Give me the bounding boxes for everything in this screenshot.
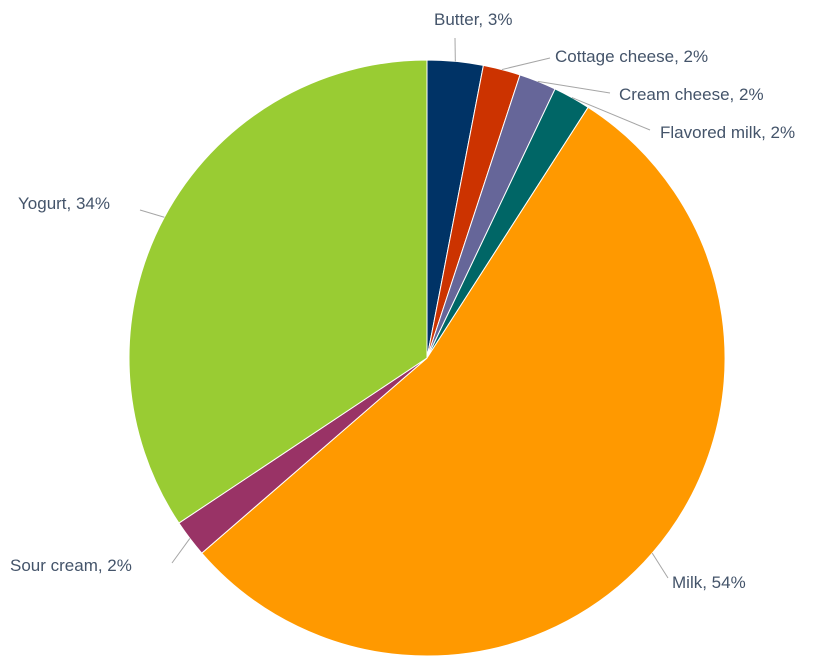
- slice-milk: [201, 106, 726, 657]
- data-labels: Butter, 3% Cottage cheese, 2% Cream cheese…: [10, 10, 795, 592]
- data-label-cream-cheese: Cream cheese, 2%: [619, 85, 764, 104]
- data-label-sour-cream: Sour cream, 2%: [10, 556, 132, 575]
- leader-line-yogurt: [139, 209, 165, 218]
- leader-line-cottage-cheese: [501, 57, 551, 71]
- leader-line-milk: [651, 552, 669, 579]
- data-label-butter: Butter, 3%: [434, 10, 512, 29]
- leader-line-flavored-milk: [571, 97, 651, 131]
- leader-line-sour-cream: [171, 538, 191, 564]
- data-label-flavored-milk: Flavored milk, 2%: [660, 123, 795, 142]
- data-label-yogurt: Yogurt, 34%: [18, 194, 110, 213]
- slice-yogurt: [128, 59, 428, 524]
- data-label-milk: Milk, 54%: [672, 573, 746, 592]
- pie-slices: [128, 59, 726, 657]
- leader-line-cream-cheese: [537, 80, 611, 94]
- leader-lines: [139, 37, 669, 579]
- data-label-cottage-cheese: Cottage cheese, 2%: [555, 47, 708, 66]
